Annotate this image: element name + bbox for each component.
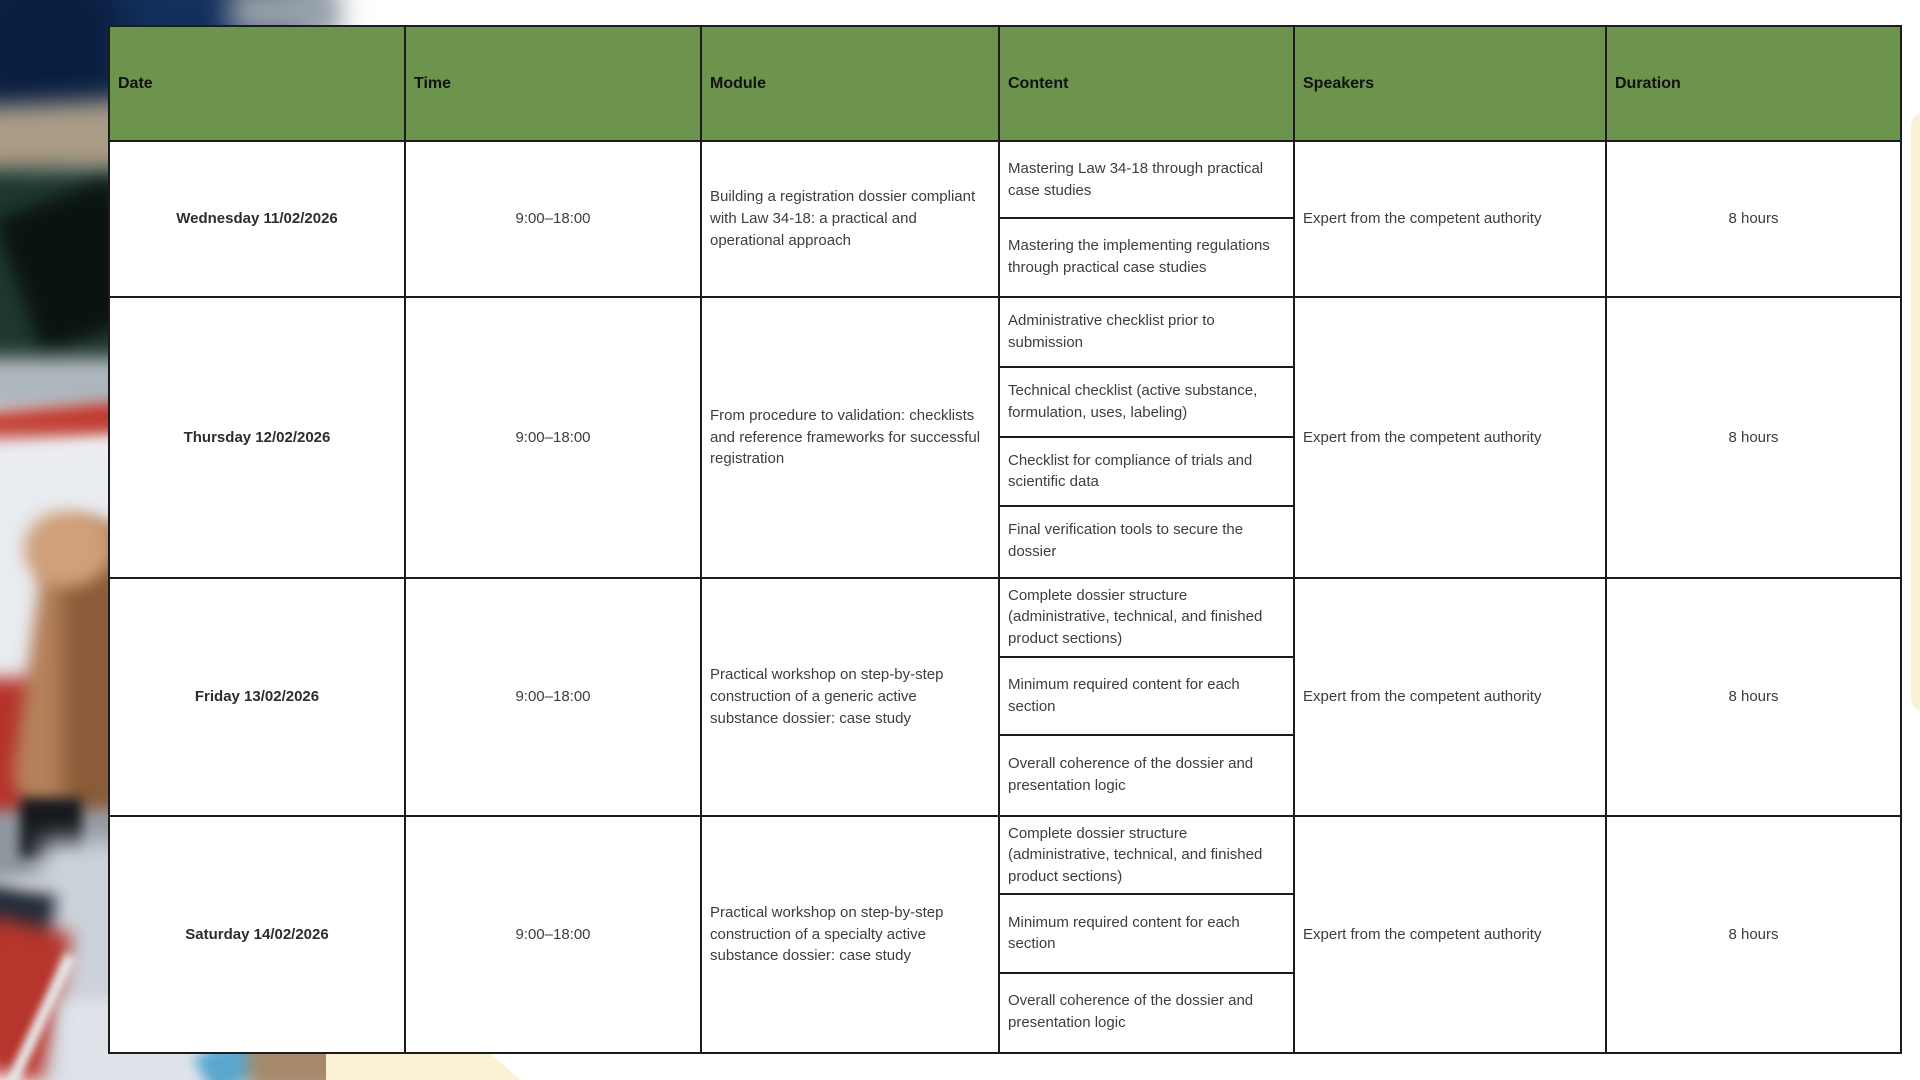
module-cell: From procedure to validation: checklists… [700,296,1000,579]
module-cell: Building a registration dossier complian… [700,140,1000,298]
content-item: Minimum required content for each sectio… [1000,655,1293,735]
time-cell: 9:00–18:00 [404,815,702,1054]
date-cell: Wednesday 11/02/2026 [108,140,406,298]
time-cell: 9:00–18:00 [404,296,702,579]
speakers-cell: Expert from the competent authority [1293,577,1607,817]
column-header-module: Module [700,25,1000,142]
module-cell: Practical workshop on step-by-step const… [700,815,1000,1054]
content-item: Complete dossier structure (administrati… [1008,586,1263,648]
module-cell: Practical workshop on step-by-step const… [700,577,1000,817]
content-item: Overall coherence of the dossier and pre… [1000,734,1293,813]
content-item: Technical checklist (active substance, f… [1000,365,1293,436]
column-header-speakers: Speakers [1293,25,1607,142]
duration-cell: 8 hours [1605,296,1902,579]
content-cell: Complete dossier structure (administrati… [998,577,1295,817]
content-item: Minimum required content for each sectio… [1000,893,1293,971]
speakers-cell: Expert from the competent authority [1293,296,1607,579]
table-row: Saturday 14/02/2026 9:00–18:00 Practical… [108,815,1902,1054]
table-row: Friday 13/02/2026 9:00–18:00 Practical w… [108,577,1902,817]
date-cell: Friday 13/02/2026 [108,577,406,817]
content-item: Mastering Law 34-18 through practical ca… [1008,159,1264,199]
speakers-cell: Expert from the competent authority [1293,815,1607,1054]
column-header-content: Content [998,25,1295,142]
content-cell: Mastering Law 34-18 through practical ca… [998,140,1295,298]
content-item: Final verification tools to secure the d… [1000,505,1293,575]
date-cell: Saturday 14/02/2026 [108,815,406,1054]
column-header-date: Date [108,25,406,142]
content-item: Mastering the implementing regulations t… [1000,217,1293,294]
date-cell: Thursday 12/02/2026 [108,296,406,579]
time-cell: 9:00–18:00 [404,577,702,817]
column-header-duration: Duration [1605,25,1902,142]
content-cell: Complete dossier structure (administrati… [998,815,1295,1054]
time-cell: 9:00–18:00 [404,140,702,298]
content-item: Overall coherence of the dossier and pre… [1000,971,1293,1050]
content-item: Complete dossier structure (administrati… [1008,824,1263,886]
speakers-cell: Expert from the competent authority [1293,140,1607,298]
table-row: Thursday 12/02/2026 9:00–18:00 From proc… [108,296,1902,579]
cream-accent-shape [326,1052,520,1080]
content-item: Administrative checklist prior to submis… [1008,312,1215,351]
content-item: Checklist for compliance of trials and s… [1000,435,1293,506]
duration-cell: 8 hours [1605,815,1902,1054]
duration-cell: 8 hours [1605,140,1902,298]
column-header-time: Time [404,25,702,142]
table-row: Wednesday 11/02/2026 9:00–18:00 Building… [108,140,1902,298]
duration-cell: 8 hours [1605,577,1902,817]
header-row: Date Time Module Content Speakers Durati… [108,25,1902,142]
cream-accent-shape [1911,112,1920,712]
schedule-table: Date Time Module Content Speakers Durati… [108,25,1902,1054]
content-cell: Administrative checklist prior to submis… [998,296,1295,579]
